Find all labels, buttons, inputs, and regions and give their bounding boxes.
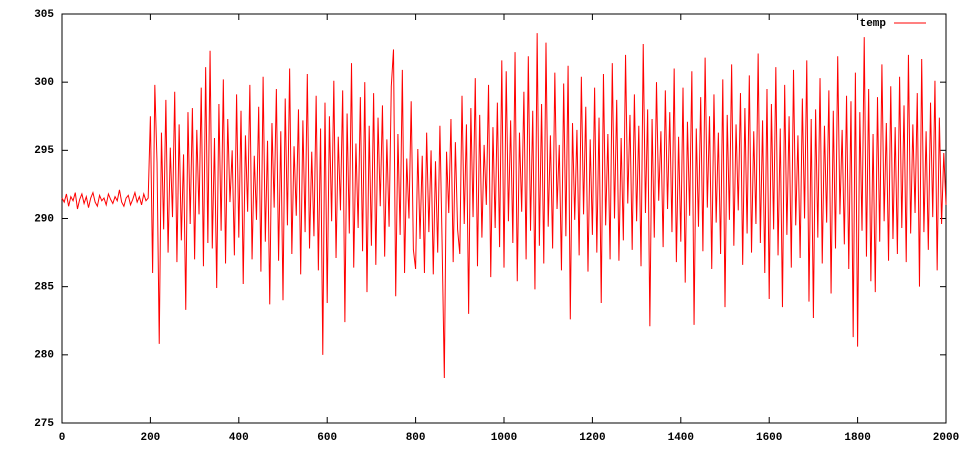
legend-label: temp bbox=[860, 18, 887, 30]
y-tick-label: 290 bbox=[34, 213, 54, 225]
x-tick-label: 0 bbox=[59, 432, 66, 444]
x-tick-label: 200 bbox=[140, 432, 160, 444]
x-tick-label: 1200 bbox=[579, 432, 605, 444]
y-tick-label: 305 bbox=[34, 9, 54, 21]
data-line bbox=[61, 33, 947, 379]
x-tick-label: 600 bbox=[317, 432, 337, 444]
x-tick-label: 1600 bbox=[756, 432, 782, 444]
x-tick-label: 800 bbox=[406, 432, 426, 444]
y-tick-label: 280 bbox=[34, 350, 54, 362]
y-tick-label: 285 bbox=[34, 282, 54, 294]
y-tick-label: 295 bbox=[34, 145, 54, 157]
x-tick-label: 2000 bbox=[933, 432, 959, 444]
x-tick-label: 1800 bbox=[844, 432, 870, 444]
x-tick-label: 400 bbox=[229, 432, 249, 444]
x-tick-label: 1000 bbox=[491, 432, 517, 444]
y-tick-label: 300 bbox=[34, 77, 54, 89]
y-tick-label: 275 bbox=[34, 418, 54, 430]
x-tick-label: 1400 bbox=[668, 432, 694, 444]
plot-frame bbox=[61, 13, 947, 424]
